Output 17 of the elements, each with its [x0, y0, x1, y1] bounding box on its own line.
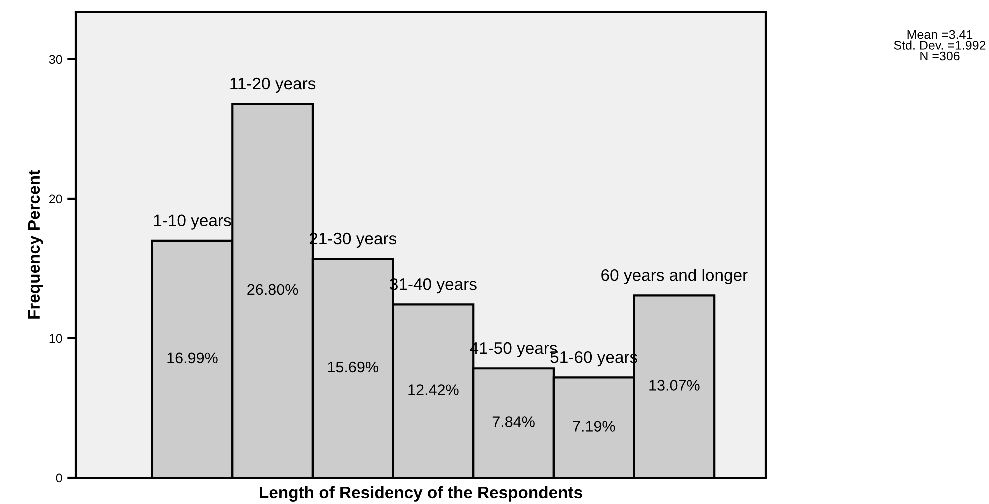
data-label: 7.19%: [573, 421, 616, 432]
data-label: 7.84%: [492, 416, 535, 428]
data-label: 16.99%: [168, 352, 218, 364]
data-label: 13.07%: [650, 380, 700, 391]
y-tick-label: 10: [50, 334, 62, 344]
text: Mean =3.41 Std. Dev. =1.992 N =306: [894, 30, 986, 61]
y-tick-label: 0: [56, 474, 62, 483]
y-axis-title: Frequency Percent: [28, 170, 44, 319]
y-tick-label: 20: [50, 194, 62, 204]
data-label: 15.69%: [328, 362, 378, 373]
data-label: 26.80%: [248, 284, 298, 296]
x-tick-label: 11-20 years: [230, 78, 316, 93]
x-tick-label: 1-10 years: [154, 214, 232, 230]
x-tick-label: 60 years and longer: [602, 269, 748, 285]
x-axis-title: Length of Residency of the Respondents: [260, 486, 582, 502]
y-tick-label: 30: [49, 55, 62, 64]
data-label: 12.42%: [408, 384, 459, 396]
